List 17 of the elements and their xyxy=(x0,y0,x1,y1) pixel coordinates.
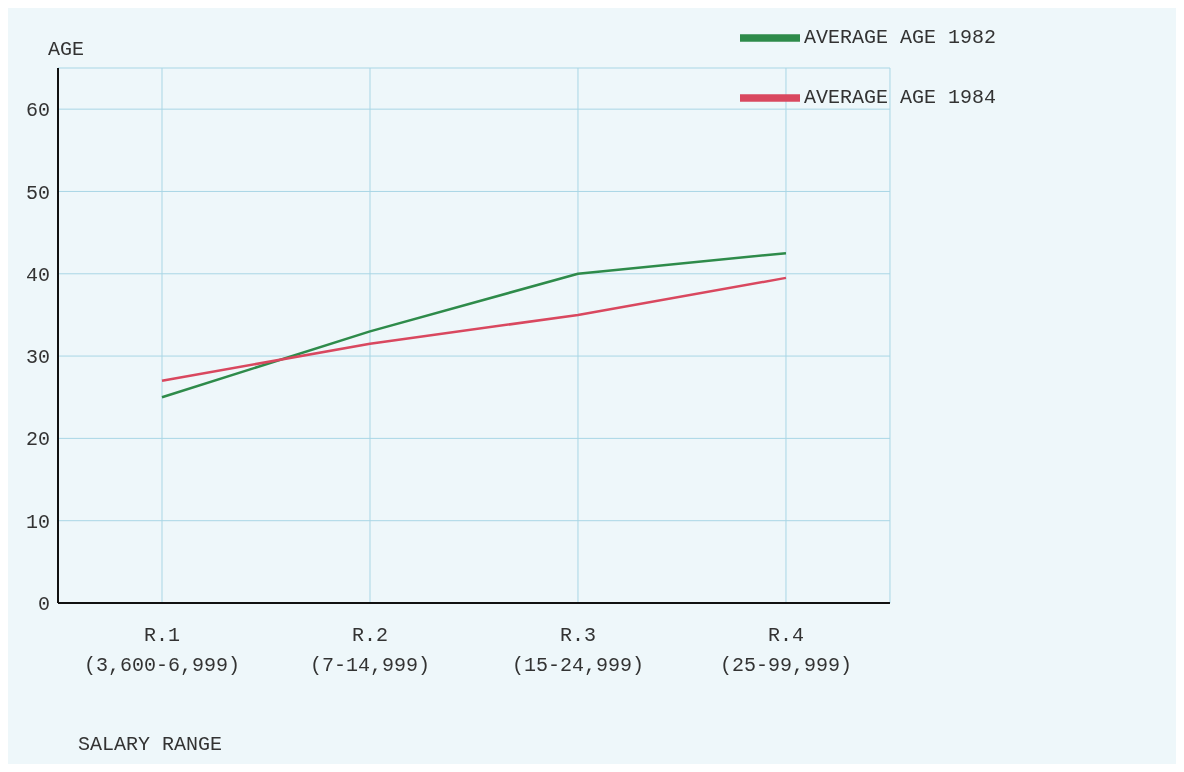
line-series xyxy=(160,276,788,383)
y-tick-label: 60 xyxy=(25,99,50,123)
y-tick-label: 30 xyxy=(25,346,50,370)
x-axis-title: SALARY RANGE xyxy=(78,733,223,756)
legend-label: AVERAGE AGE 1984 xyxy=(803,86,996,110)
y-tick-label: 40 xyxy=(25,263,50,287)
x-tick-label: R.4 (25-99,999) xyxy=(719,624,852,677)
x-tick-label: R.2 (7-14,999) xyxy=(309,624,430,677)
line-series xyxy=(160,251,788,399)
legend-label: AVERAGE AGE 1982 xyxy=(803,26,996,50)
y-tick-label: 20 xyxy=(25,428,50,452)
y-axis-title: AGE xyxy=(48,38,85,61)
y-tick-label: 0 xyxy=(37,593,50,617)
y-tick-label: 10 xyxy=(25,510,50,534)
x-tick-label: R.3 (15-24,999) xyxy=(511,624,644,677)
x-tick-label: R.1 (3,600-6,999) xyxy=(83,624,241,677)
y-tick-label: 50 xyxy=(25,181,50,205)
